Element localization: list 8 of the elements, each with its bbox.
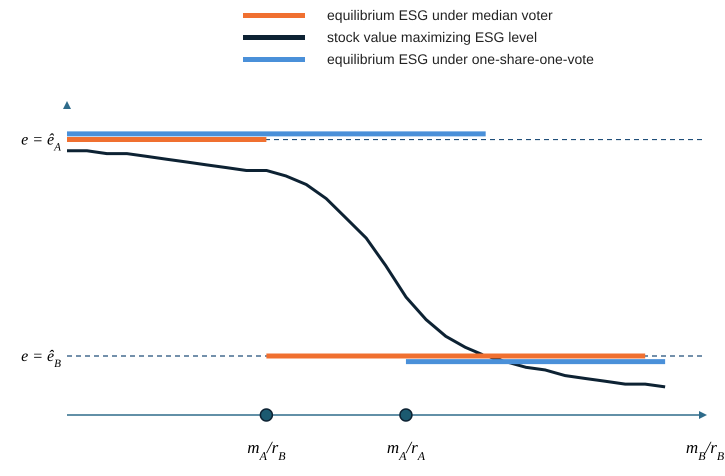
legend-label: equilibrium ESG under one-share-one-vote (327, 51, 594, 67)
ref-line-label: e = ê$_{B}$ (21, 348, 62, 370)
legend-label: stock value maximizing ESG level (327, 29, 538, 45)
legend-label: equilibrium ESG under median voter (327, 7, 553, 23)
x-tick-label: m$_{B}$/r$_{B}$ (686, 438, 724, 463)
x-tick-label: m$_{A}$/r$_{B}$ (247, 438, 286, 463)
x-tick-label: m$_{A}$/r$_{A}$ (386, 438, 426, 463)
ref-line-label: e = ê$_{A}$ (21, 132, 62, 154)
